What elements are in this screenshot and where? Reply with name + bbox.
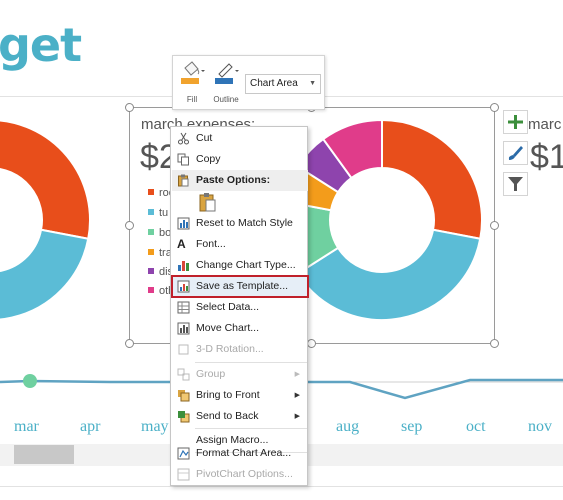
- menu-item-pivotchart-options: PivotChart Options...: [172, 464, 308, 485]
- submenu-arrow-icon: ▶: [294, 392, 300, 399]
- menu-item-reset-to-match-style[interactable]: Reset to Match Style: [172, 213, 308, 234]
- donut-slice-bo[interactable]: [300, 201, 340, 274]
- month-label: oct: [466, 418, 486, 435]
- donut-slice-oth[interactable]: [321, 120, 383, 180]
- send-back-icon: [178, 411, 190, 423]
- group-icon: [177, 368, 190, 381]
- menu-item-save-as-template[interactable]: Save as Template...: [171, 275, 309, 298]
- move-chart-icon: [177, 322, 190, 335]
- paste-icon: [178, 174, 189, 187]
- page-title: get: [0, 18, 82, 72]
- menu-item-font[interactable]: A Font...: [177, 237, 226, 251]
- resize-handle-top-right[interactable]: [490, 103, 499, 112]
- legend-item: dis: [148, 266, 173, 278]
- timeline-marker[interactable]: [23, 374, 37, 388]
- menu-item-copy[interactable]: Copy: [172, 149, 308, 170]
- legend-item: tra: [148, 247, 172, 259]
- resize-handle-bottom-center[interactable]: [307, 339, 316, 348]
- menu-separator: [195, 362, 307, 363]
- fill-button[interactable]: Fill: [177, 60, 207, 106]
- menu-item-group: Group ▶: [172, 364, 308, 385]
- mini-toolbar: Fill Outline Chart Area ▼: [172, 55, 325, 110]
- chart-styles-button[interactable]: [503, 141, 528, 165]
- resize-handle-middle-right[interactable]: [490, 221, 499, 230]
- paste-option-button[interactable]: [197, 192, 221, 214]
- legend-swatch: [148, 189, 154, 195]
- resize-handle-bottom-right[interactable]: [490, 339, 499, 348]
- resize-handle-top-left[interactable]: [125, 103, 134, 112]
- menu-separator: [195, 452, 307, 453]
- pivot-options-icon: [177, 468, 190, 481]
- left-donut-slices: [0, 119, 91, 321]
- chart-element-dropdown[interactable]: Chart Area ▼: [245, 74, 321, 94]
- menu-item-bring-to-front[interactable]: Bring to Front ▶: [172, 385, 308, 406]
- submenu-arrow-icon: ▶: [294, 371, 300, 378]
- chevron-down-icon: ▼: [309, 80, 316, 87]
- select-data-icon: [177, 301, 190, 314]
- filter-icon: [508, 177, 523, 191]
- menu-separator: [195, 428, 307, 429]
- outline-label: Outline: [213, 95, 239, 104]
- menu-item-send-to-back[interactable]: Send to Back ▶: [172, 406, 308, 427]
- legend-swatch: [148, 268, 154, 274]
- paste-options-header: Paste Options:: [172, 170, 308, 191]
- menu-item-cut[interactable]: Cut: [172, 128, 308, 149]
- menu-item-assign-macro[interactable]: Assign Macro...: [196, 434, 269, 446]
- bring-front-icon: [178, 390, 190, 402]
- timeline-series-line: [0, 378, 563, 400]
- outline-button[interactable]: Outline: [211, 60, 241, 106]
- donut-slice-other[interactable]: [0, 228, 90, 321]
- legend-swatch: [148, 229, 154, 235]
- menu-item-3d-rotation: 3-D Rotation...: [172, 339, 308, 360]
- resize-handle-bottom-left[interactable]: [125, 339, 134, 348]
- scissors-icon: [178, 132, 189, 145]
- submenu-arrow-icon: ▶: [294, 413, 300, 420]
- brush-icon: [508, 146, 523, 160]
- copy-icon: [177, 153, 189, 166]
- chart-elements-button[interactable]: [503, 110, 528, 134]
- pen-outline-icon: [215, 63, 239, 84]
- timeline-scroll-thumb[interactable]: [14, 445, 74, 464]
- bottom-divider: [0, 486, 563, 487]
- legend-swatch: [148, 249, 154, 255]
- donut-slice-roo[interactable]: [381, 120, 483, 240]
- plus-icon: [508, 115, 523, 129]
- main-donut-chart[interactable]: [300, 120, 490, 325]
- legend-swatch: [148, 209, 154, 215]
- month-label: sep: [401, 418, 423, 435]
- left-donut-chart[interactable]: [0, 110, 100, 340]
- legend-item: bo: [148, 227, 171, 239]
- menu-item-select-data[interactable]: Select Data...: [172, 297, 308, 318]
- month-label: nov: [528, 418, 552, 435]
- chart-type-icon: [178, 261, 189, 271]
- font-icon: A: [177, 237, 186, 251]
- clipboard-icon: [199, 193, 216, 212]
- paint-bucket-icon: [181, 61, 205, 84]
- save-template-icon: [177, 280, 190, 293]
- month-label: mar: [14, 418, 39, 435]
- resize-handle-middle-left[interactable]: [125, 221, 134, 230]
- rotation-icon: [178, 344, 189, 355]
- donut-slice-rent[interactable]: [0, 119, 91, 240]
- menu-item-format-chart-area[interactable]: Format Chart Area...: [172, 443, 308, 464]
- legend-swatch: [148, 287, 154, 293]
- month-label: apr: [80, 418, 101, 435]
- main-donut-slices: [300, 120, 483, 321]
- format-area-icon: [177, 447, 190, 460]
- context-menu: Cut Copy Paste Options: Reset to Match S…: [170, 126, 309, 486]
- right-chart-label: marc: [528, 116, 562, 133]
- chart-filters-button[interactable]: [503, 172, 528, 196]
- month-label: aug: [336, 418, 360, 435]
- reset-style-icon: [177, 217, 190, 230]
- right-chart-value: $1: [530, 138, 563, 176]
- legend-item: tu: [148, 207, 168, 219]
- menu-item-move-chart[interactable]: Move Chart...: [172, 318, 308, 339]
- fill-label: Fill: [186, 95, 198, 104]
- menu-item-change-chart-type[interactable]: Change Chart Type...: [172, 255, 308, 276]
- month-label: may: [141, 418, 169, 435]
